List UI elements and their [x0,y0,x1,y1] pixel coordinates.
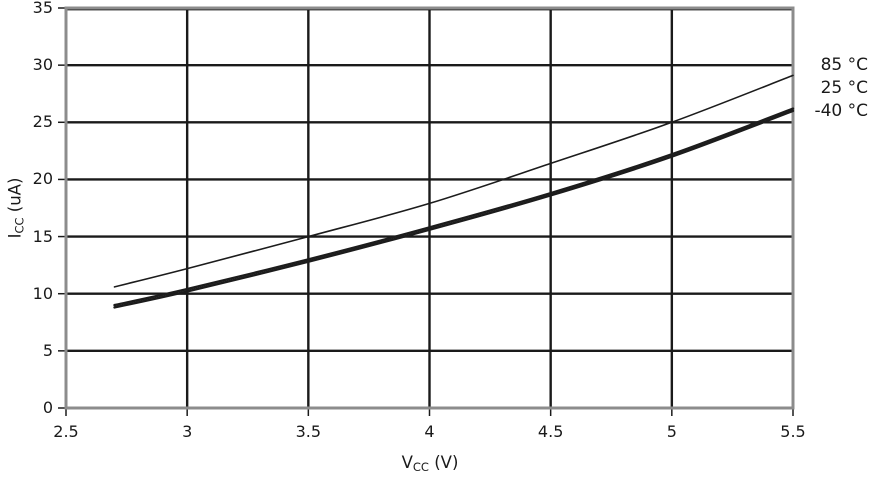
x-axis-label-sub: CC [412,460,429,474]
x-tick-label: 4 [424,422,435,441]
y-tick-label: 35 [32,0,53,18]
legend-entry: 85 °C [820,55,868,75]
legend-entry: -40 °C [814,101,868,121]
y-tick-label: 20 [32,169,53,189]
y-tick-label: 10 [32,283,53,303]
y-tick-label: 0 [42,398,53,418]
x-tick-label: 2.5 [53,422,79,441]
x-tick-label: 5.5 [780,422,806,441]
curve-85cc [113,74,794,288]
x-tick-label: 3 [182,422,193,441]
chart-legend: 85 °C 25 °C -40 °C [798,54,868,123]
y-tick-label: 25 [32,112,53,132]
x-axis-label-post: (V) [428,453,459,472]
curve--40cc [113,109,795,309]
y-tick-label: 15 [32,226,53,246]
x-axis-label: VCC (V) [401,453,459,474]
x-tick-label: 4.5 [537,422,564,441]
x-axis-label-pre: V [401,453,413,472]
x-tick-label: 3.5 [295,422,322,441]
x-tick-label: 5 [666,422,677,441]
y-tick-label: 30 [32,55,53,75]
curve-25cc [113,107,795,307]
legend-entry: 25 °C [820,78,868,98]
y-tick-label: 5 [42,340,53,360]
plot-frame [64,6,795,410]
